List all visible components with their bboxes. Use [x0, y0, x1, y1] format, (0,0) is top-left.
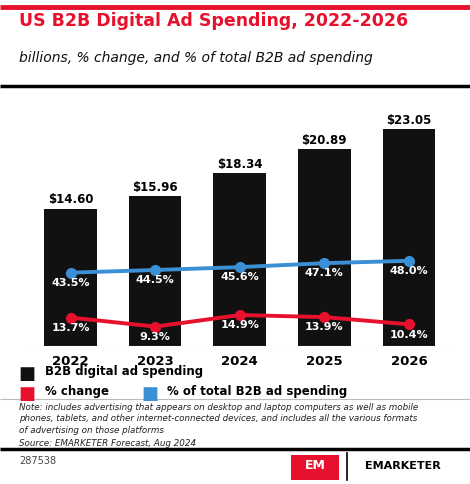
Text: ■: ■ — [19, 385, 36, 403]
Text: B2B digital ad spending: B2B digital ad spending — [45, 365, 203, 378]
Text: 45.6%: 45.6% — [220, 272, 259, 282]
Text: 9.3%: 9.3% — [140, 332, 171, 342]
Text: 47.1%: 47.1% — [305, 268, 344, 278]
Text: $20.89: $20.89 — [302, 134, 347, 147]
Bar — [383, 129, 435, 346]
Text: 2024: 2024 — [221, 355, 258, 368]
Text: EM: EM — [305, 459, 326, 472]
Text: $15.96: $15.96 — [132, 181, 178, 194]
Text: % change: % change — [45, 385, 109, 398]
Text: 287538: 287538 — [19, 456, 56, 466]
Text: 14.9%: 14.9% — [220, 320, 259, 330]
Text: $18.34: $18.34 — [217, 158, 262, 171]
Text: EMARKETER: EMARKETER — [365, 461, 441, 471]
Text: 44.5%: 44.5% — [136, 275, 174, 285]
Text: Note: includes advertising that appears on desktop and laptop computers as well : Note: includes advertising that appears … — [19, 403, 418, 435]
Text: 2026: 2026 — [391, 355, 427, 368]
Text: 13.7%: 13.7% — [51, 323, 90, 333]
Bar — [298, 150, 351, 346]
Bar — [44, 209, 97, 346]
Text: $14.60: $14.60 — [48, 193, 93, 206]
Text: ■: ■ — [141, 385, 158, 403]
Text: 2023: 2023 — [137, 355, 173, 368]
Text: Source: EMARKETER Forecast, Aug 2024: Source: EMARKETER Forecast, Aug 2024 — [19, 439, 196, 449]
Text: 13.9%: 13.9% — [305, 322, 344, 333]
Text: % of total B2B ad spending: % of total B2B ad spending — [167, 385, 347, 398]
Text: US B2B Digital Ad Spending, 2022-2026: US B2B Digital Ad Spending, 2022-2026 — [19, 12, 408, 30]
Text: ■: ■ — [19, 365, 36, 383]
Bar — [213, 173, 266, 346]
FancyBboxPatch shape — [291, 454, 339, 480]
Text: 2025: 2025 — [306, 355, 343, 368]
Text: 2022: 2022 — [52, 355, 89, 368]
Bar — [129, 196, 181, 346]
Text: $23.05: $23.05 — [386, 114, 431, 127]
Text: 43.5%: 43.5% — [51, 278, 90, 288]
Text: 10.4%: 10.4% — [390, 330, 428, 339]
Text: billions, % change, and % of total B2B ad spending: billions, % change, and % of total B2B a… — [19, 51, 373, 65]
Text: 48.0%: 48.0% — [390, 266, 428, 276]
